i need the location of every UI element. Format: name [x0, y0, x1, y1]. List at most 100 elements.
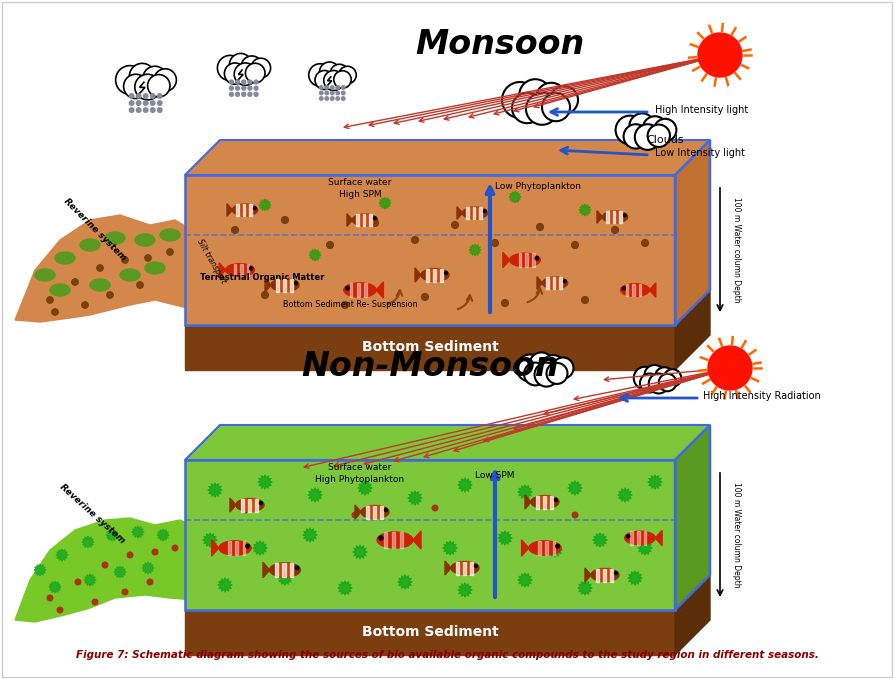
Circle shape [236, 92, 240, 96]
Text: High Intensity Radiation: High Intensity Radiation [703, 391, 821, 401]
Bar [595, 568, 598, 581]
Bar [619, 211, 621, 223]
Text: Surface water: Surface water [328, 178, 392, 187]
Circle shape [519, 79, 552, 111]
Bar [610, 568, 612, 581]
Circle shape [52, 309, 58, 315]
Circle shape [556, 545, 560, 548]
Bar [247, 263, 249, 276]
Text: High Phytoplankton: High Phytoplankton [316, 475, 405, 484]
Circle shape [529, 352, 553, 376]
Bar [626, 284, 628, 297]
Circle shape [536, 83, 567, 113]
Circle shape [642, 240, 648, 246]
Polygon shape [203, 533, 217, 547]
Circle shape [130, 100, 134, 105]
Text: Silt transport: Silt transport [195, 238, 228, 285]
Bar [532, 253, 535, 267]
Circle shape [372, 219, 378, 226]
Polygon shape [675, 290, 710, 370]
Polygon shape [618, 488, 632, 502]
Text: High Intensity light: High Intensity light [655, 105, 748, 115]
Circle shape [319, 86, 323, 89]
Polygon shape [132, 526, 144, 538]
Polygon shape [56, 549, 68, 561]
Bar [228, 540, 231, 555]
Ellipse shape [466, 562, 473, 574]
Ellipse shape [605, 568, 612, 581]
Ellipse shape [35, 269, 55, 281]
Circle shape [342, 301, 349, 308]
Polygon shape [628, 571, 642, 585]
Circle shape [526, 93, 558, 125]
Circle shape [331, 86, 334, 89]
Bar [240, 498, 243, 511]
Polygon shape [303, 528, 317, 543]
Circle shape [234, 63, 257, 86]
Bar [249, 204, 252, 216]
Circle shape [346, 287, 350, 290]
Circle shape [230, 54, 252, 76]
Ellipse shape [462, 207, 487, 219]
Bar [638, 284, 641, 297]
Polygon shape [49, 581, 61, 593]
Polygon shape [398, 575, 412, 589]
Text: Reverine system: Reverine system [58, 482, 127, 545]
Circle shape [319, 91, 323, 95]
Circle shape [554, 498, 558, 502]
Circle shape [150, 100, 155, 105]
Polygon shape [585, 568, 591, 582]
Circle shape [137, 108, 141, 112]
Polygon shape [358, 481, 372, 495]
Polygon shape [338, 581, 352, 595]
Bar [473, 207, 476, 219]
Circle shape [708, 346, 752, 390]
Bar [234, 263, 236, 276]
Polygon shape [568, 481, 582, 495]
Ellipse shape [90, 279, 110, 291]
Circle shape [75, 579, 80, 585]
Polygon shape [259, 199, 271, 211]
Circle shape [217, 56, 242, 81]
Bar [242, 540, 245, 555]
Text: Reverine system: Reverine system [62, 196, 128, 262]
Circle shape [484, 210, 486, 213]
Polygon shape [525, 495, 531, 509]
Polygon shape [445, 561, 451, 575]
Polygon shape [257, 475, 272, 489]
Polygon shape [458, 478, 472, 492]
Polygon shape [521, 540, 528, 556]
Circle shape [254, 86, 258, 90]
Circle shape [634, 367, 656, 389]
Ellipse shape [625, 531, 655, 545]
Ellipse shape [608, 211, 614, 223]
Polygon shape [655, 530, 662, 546]
Ellipse shape [344, 282, 376, 297]
Circle shape [432, 505, 438, 511]
Bar [456, 562, 459, 574]
Circle shape [623, 214, 627, 217]
Bar [235, 540, 238, 555]
Polygon shape [379, 197, 391, 209]
Polygon shape [185, 140, 710, 175]
Polygon shape [398, 533, 412, 547]
Polygon shape [308, 488, 322, 502]
Circle shape [342, 86, 345, 89]
Circle shape [342, 96, 345, 100]
Ellipse shape [620, 284, 649, 297]
Polygon shape [157, 529, 169, 541]
Ellipse shape [545, 496, 552, 509]
Text: Bottom Sediment: Bottom Sediment [362, 625, 498, 639]
Circle shape [143, 100, 148, 105]
Circle shape [167, 249, 173, 255]
Circle shape [130, 108, 134, 112]
Circle shape [242, 507, 248, 513]
Ellipse shape [435, 268, 443, 282]
Circle shape [384, 509, 387, 511]
Bar [283, 563, 285, 577]
Circle shape [546, 363, 568, 384]
Circle shape [137, 282, 143, 288]
Circle shape [331, 91, 334, 95]
Circle shape [643, 116, 667, 141]
Circle shape [411, 236, 418, 243]
